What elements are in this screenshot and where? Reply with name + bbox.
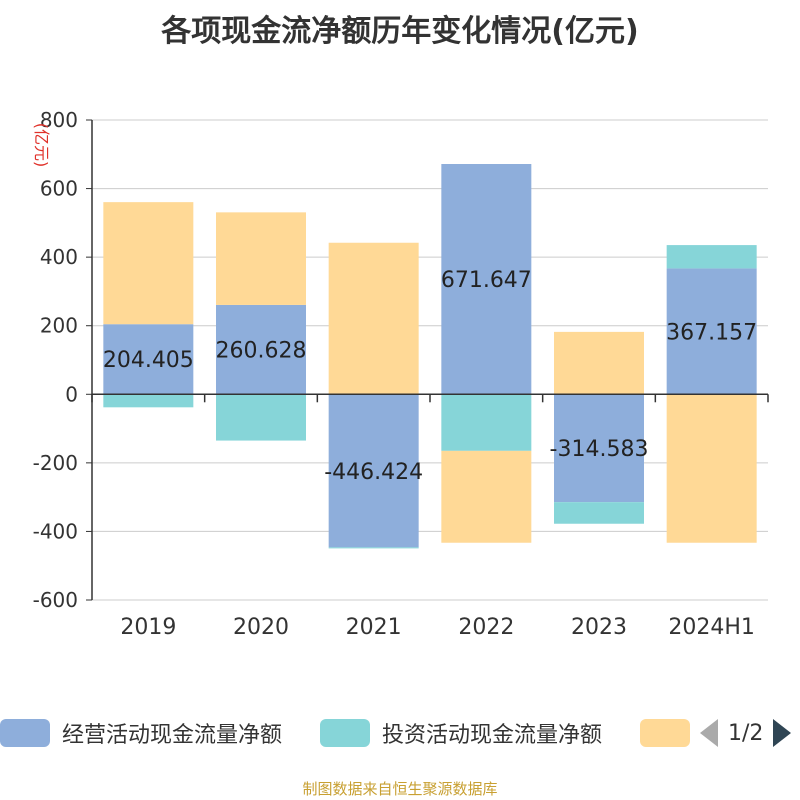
legend-swatch-operating [0, 719, 50, 747]
bar-series-2-2020 [216, 212, 306, 305]
y-tick-label: 800 [40, 108, 78, 132]
bar-series-0-2019 [103, 324, 194, 395]
legend-item-financing[interactable] [640, 718, 690, 748]
y-tick-label: -400 [33, 519, 78, 543]
data-label: 204.405 [103, 348, 194, 373]
source-note: 制图数据来自恒生聚源数据库 [302, 780, 498, 798]
bar-series-2-2021 [328, 242, 419, 395]
bar-series-1-2024H1 [666, 245, 757, 269]
bar-series-0-2021 [328, 394, 419, 548]
x-tick-label: 2024H1 [668, 615, 755, 640]
bar-series-0-2022 [441, 164, 532, 395]
y-tick-label: 0 [65, 382, 78, 406]
x-tick-label: 2021 [346, 615, 402, 640]
chart-title: 各项现金流净额历年变化情况(亿元) [161, 14, 639, 49]
x-tick-label: 2019 [120, 615, 176, 640]
x-tick-label: 2022 [458, 615, 514, 640]
pager-next-icon[interactable] [773, 719, 792, 747]
bar-series-2-2024H1 [666, 394, 757, 543]
bar-series-2-2022 [441, 450, 532, 543]
y-tick-label: 200 [40, 314, 78, 338]
data-label: -314.583 [550, 437, 649, 462]
pager-prev-icon[interactable] [700, 719, 718, 747]
y-tick-label: -600 [33, 588, 78, 612]
bar-series-0-2023 [554, 394, 644, 503]
legend-swatch-financing [640, 719, 690, 747]
bar-series-0-2024H1 [666, 268, 757, 395]
legend-pager: 1/2 [700, 718, 792, 748]
legend: 经营活动现金流量净额 投资活动现金流量净额 1/2 [0, 714, 800, 754]
legend-label-operating: 经营活动现金流量净额 [62, 723, 283, 748]
x-tick-label: 2020 [233, 615, 289, 640]
y-tick-label: -200 [33, 451, 78, 475]
pager-text: 1/2 [728, 720, 764, 746]
bar-series-1-2019 [103, 394, 194, 408]
y-tick-label: 600 [40, 177, 78, 201]
x-tick-label: 2023 [571, 615, 627, 640]
bar-series-1-2023 [554, 502, 644, 524]
data-label: 671.647 [441, 268, 532, 293]
bar-series-1-2021 [328, 547, 419, 549]
data-label: 260.628 [216, 339, 307, 364]
bar-series-1-2020 [216, 394, 306, 441]
y-axis-label: (亿元) [32, 123, 51, 168]
legend-swatch-investing [320, 719, 370, 747]
bar-series-2-2019 [103, 202, 194, 325]
bar-series-0-2020 [216, 304, 306, 395]
bar-series-2-2023 [554, 331, 644, 395]
legend-item-operating[interactable]: 经营活动现金流量净额 [0, 718, 282, 748]
data-label: -446.424 [324, 460, 423, 485]
legend-item-investing[interactable]: 投资活动现金流量净额 [320, 718, 602, 748]
data-label: 367.157 [666, 320, 757, 345]
y-tick-label: 400 [40, 245, 78, 269]
legend-label-investing: 投资活动现金流量净额 [382, 723, 603, 748]
bar-series-1-2022 [441, 394, 532, 451]
